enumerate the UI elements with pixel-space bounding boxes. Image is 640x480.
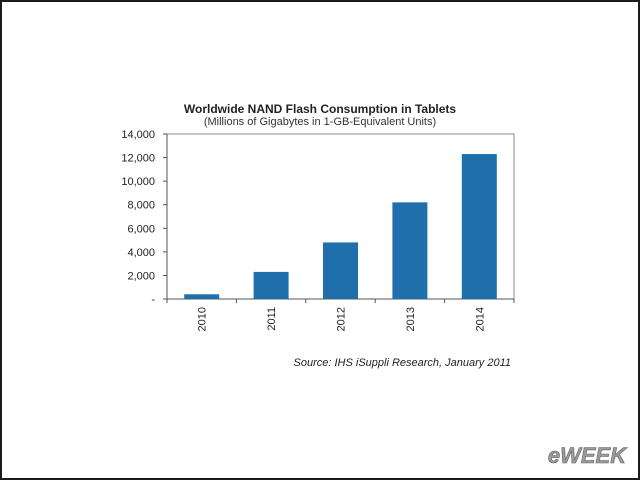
x-tick-label: 2014 (474, 307, 486, 331)
bar-2012 (323, 242, 358, 299)
x-tick-label: 2012 (336, 307, 348, 331)
y-tick-label: 2,000 (127, 270, 155, 282)
bar-2010 (184, 294, 220, 299)
y-tick-label: 14,000 (121, 129, 155, 141)
x-tick-label: 2010 (197, 307, 209, 331)
bar-2011 (253, 271, 289, 299)
y-tick-label: 10,000 (121, 176, 155, 188)
x-tick-label: 2013 (405, 307, 417, 331)
chart-subtitle: (Millions of Gigabytes in 1-GB-Equivalen… (203, 116, 437, 128)
eweek-logo: eWEEK (548, 443, 629, 469)
source-note: Source: IHS iSuppli Research, January 20… (293, 357, 511, 369)
bar-2014 (461, 154, 497, 299)
y-tick-label: 8,000 (127, 200, 155, 212)
y-tick-label: 12,000 (121, 153, 155, 165)
x-tick-label: 2011 (266, 307, 278, 331)
svg-text:eWEEK: eWEEK (548, 443, 628, 468)
y-tick-label: - (151, 294, 155, 306)
y-tick-label: 6,000 (127, 223, 155, 235)
bar-2013 (392, 202, 428, 299)
y-tick-label: 4,000 (127, 247, 155, 259)
chart-title: Worldwide NAND Flash Consumption in Tabl… (183, 102, 457, 116)
